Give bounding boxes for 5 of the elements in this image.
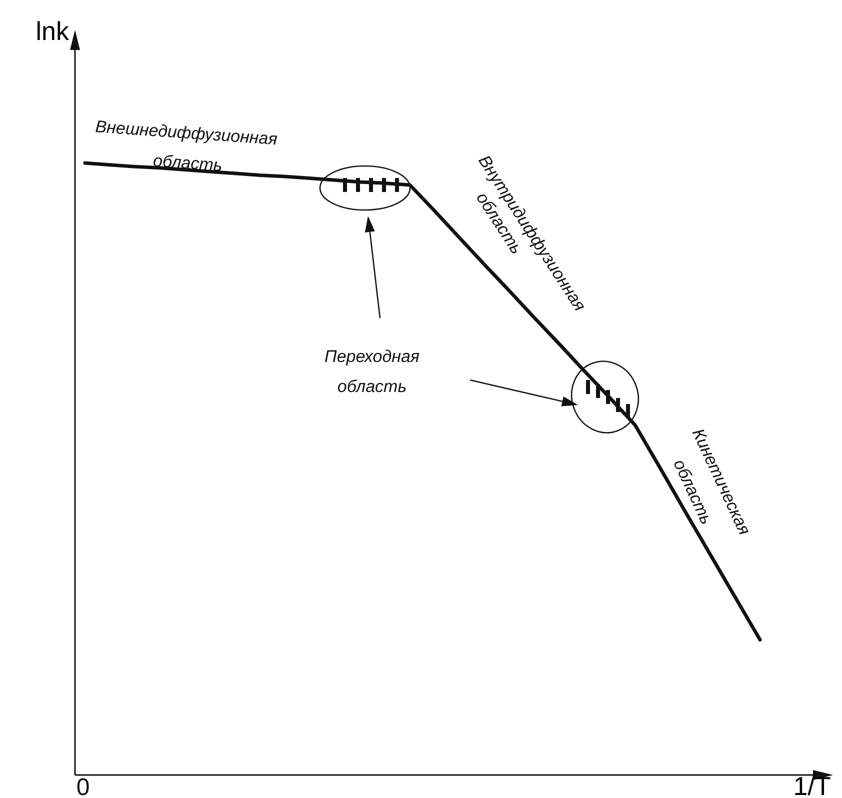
annotation: Внешнедиффузионная область <box>94 117 278 175</box>
y-axis-title: lnk <box>36 16 70 46</box>
annotation: Переходная область <box>324 347 420 396</box>
annotation: 0 <box>76 774 90 798</box>
x-axis-title: 1/T <box>793 771 831 798</box>
